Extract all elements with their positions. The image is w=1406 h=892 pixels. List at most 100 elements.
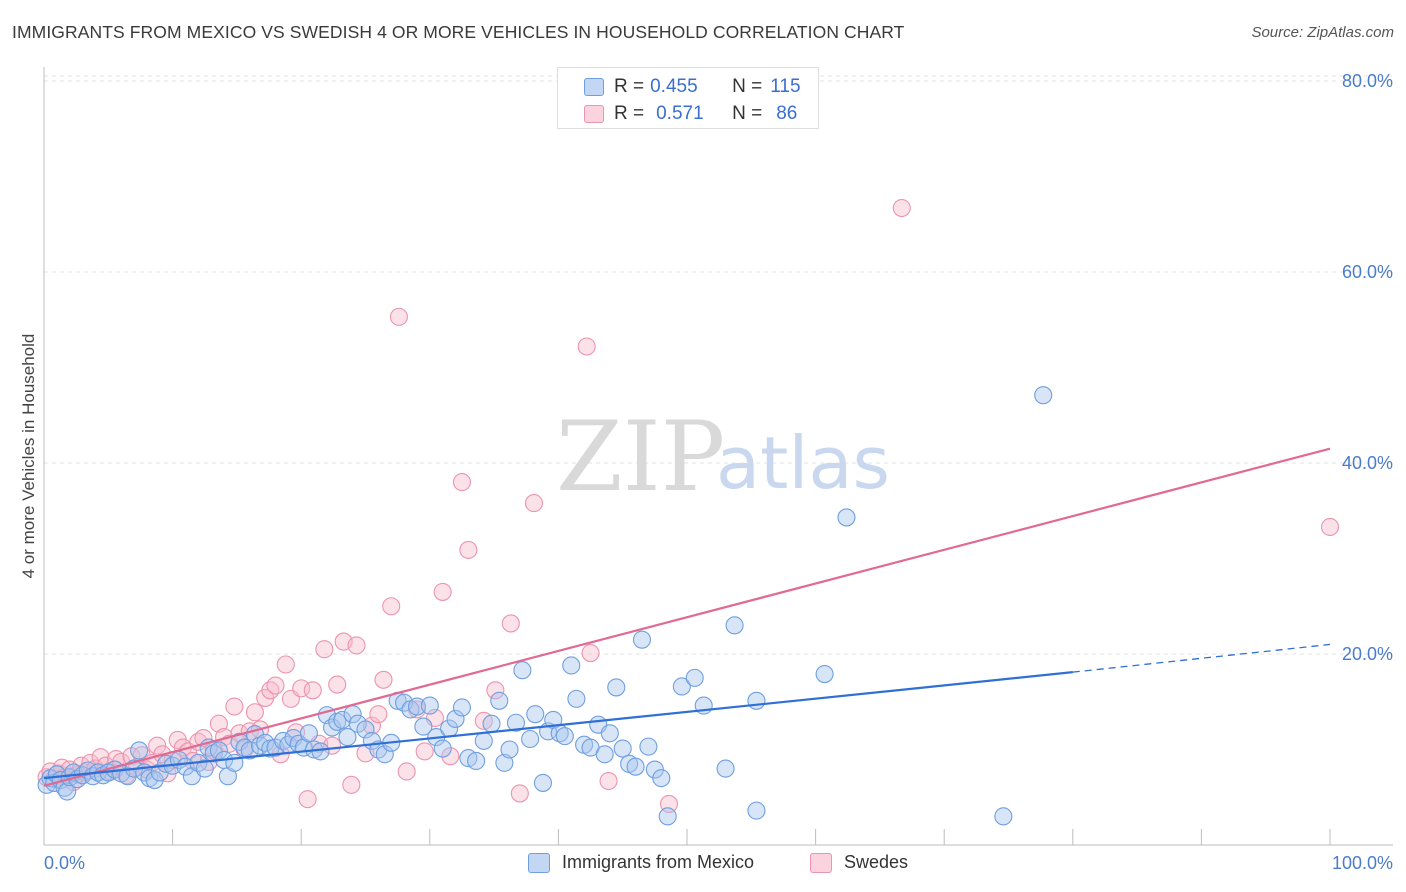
r-label: R =: [614, 103, 645, 124]
mexico-point: [414, 717, 433, 736]
swedes-point: [225, 697, 244, 716]
mexico-point: [513, 661, 532, 680]
mexico-point: [299, 724, 318, 743]
mexico-point: [474, 731, 493, 750]
swedes-point: [459, 540, 478, 559]
legend-item-mexico[interactable]: Immigrants from Mexico: [528, 852, 754, 873]
mexico-point: [500, 740, 519, 759]
swedes-point: [369, 705, 388, 724]
n-label: N =: [732, 103, 763, 124]
mexico-point: [235, 738, 254, 757]
swedes-point: [524, 494, 544, 513]
y-tick-label: 80.0%: [1342, 71, 1393, 91]
n-label: N =: [732, 76, 763, 97]
swedes-point: [245, 703, 264, 722]
swedes-point: [510, 784, 529, 803]
swedes-point: [433, 582, 452, 601]
axes: [43, 67, 1393, 846]
mexico-point: [195, 759, 214, 778]
mexico-point: [407, 697, 426, 716]
mexico-point: [562, 656, 581, 675]
mexico-point: [118, 767, 137, 786]
mexico-point: [446, 709, 465, 728]
mexico-point: [433, 739, 452, 758]
legend-item-swedes[interactable]: Swedes: [810, 852, 908, 873]
swedes-point: [276, 655, 295, 674]
legend-row-mexico: R = 0.455 N = 115: [584, 75, 801, 99]
x-axis-ticks: [43, 829, 1331, 845]
mexico-point: [555, 727, 574, 746]
y-tick-label: 60.0%: [1342, 262, 1393, 282]
y-tick-labels: 20.0% 40.0% 60.0% 80.0%: [1342, 71, 1393, 664]
trend-lines: [43, 447, 1331, 787]
mexico-point: [482, 714, 501, 733]
swedes-point: [91, 748, 110, 767]
mexico-point: [333, 710, 352, 729]
mexico-point: [747, 691, 766, 710]
mexico-point: [420, 696, 439, 715]
swedes-point: [581, 643, 600, 663]
r-value: 0.455: [650, 76, 698, 97]
mexico-point: [1034, 386, 1053, 405]
mexico-point: [658, 807, 677, 826]
mexico-swatch: [584, 78, 604, 96]
swedes-point: [261, 681, 280, 700]
swedes-point: [328, 675, 347, 694]
swedes-point: [415, 742, 434, 761]
y-axis-label: 4 or more Vehicles in Household: [19, 334, 38, 579]
swedes-point: [148, 736, 167, 755]
mexico-point: [356, 720, 375, 739]
mexico-point: [209, 741, 228, 760]
n-value: 86: [776, 103, 798, 124]
legend-label-mexico: Immigrants from Mexico: [562, 852, 755, 872]
x-tick-label-min: 0.0%: [44, 853, 85, 873]
swedes-point: [397, 762, 416, 781]
mexico-point: [672, 677, 691, 696]
mexico-point: [250, 736, 270, 755]
stats-legend: R = 0.455 N = 115 R = 0.571 N = 86: [557, 67, 819, 129]
mexico-point: [204, 744, 223, 763]
mexico-point: [685, 668, 704, 687]
mexico-point: [240, 741, 259, 760]
mexico-point: [607, 678, 626, 697]
swedes-trend-line: [43, 447, 1331, 787]
mexico-swatch: [528, 852, 550, 873]
mexico-point: [58, 782, 77, 801]
swedes-point: [292, 679, 311, 698]
swedes-point: [342, 775, 361, 794]
mexico-point: [256, 733, 275, 752]
mexico-point: [837, 508, 856, 527]
mexico-point: [490, 691, 509, 710]
mexico-point: [506, 713, 526, 732]
mexico-point: [452, 698, 472, 717]
swedes-point: [374, 670, 393, 689]
y-tick-label: 20.0%: [1342, 644, 1393, 664]
mexico-point: [567, 689, 586, 708]
mexico-point: [311, 742, 330, 761]
n-value: 115: [770, 76, 801, 97]
y-tick-label: 40.0%: [1342, 453, 1393, 473]
source-credit: Source: ZipAtlas.com: [1251, 24, 1394, 41]
mexico-point: [130, 741, 149, 760]
mexico-point: [375, 745, 394, 764]
mexico-point: [639, 737, 658, 756]
legend-label-swedes: Swedes: [844, 852, 909, 872]
swedes-point: [1320, 517, 1340, 537]
swedes-point: [892, 198, 911, 218]
mexico-point: [323, 718, 342, 737]
x-tick-label-max: 100.0%: [1332, 853, 1393, 873]
swedes-point: [441, 747, 460, 766]
swedes-point: [382, 597, 401, 616]
mexico-point: [600, 724, 619, 743]
mexico-point: [526, 705, 545, 724]
swedes-point: [486, 681, 505, 700]
swedes-point: [347, 636, 366, 655]
mexico-point: [716, 759, 735, 778]
chart-title: IMMIGRANTS FROM MEXICO VS SWEDISH 4 OR M…: [12, 22, 905, 42]
swedes-point: [315, 640, 334, 659]
r-value: 0.571: [656, 103, 704, 124]
r-label: R =: [614, 76, 645, 97]
mexico-point: [467, 751, 486, 771]
mexico-point: [815, 665, 834, 684]
